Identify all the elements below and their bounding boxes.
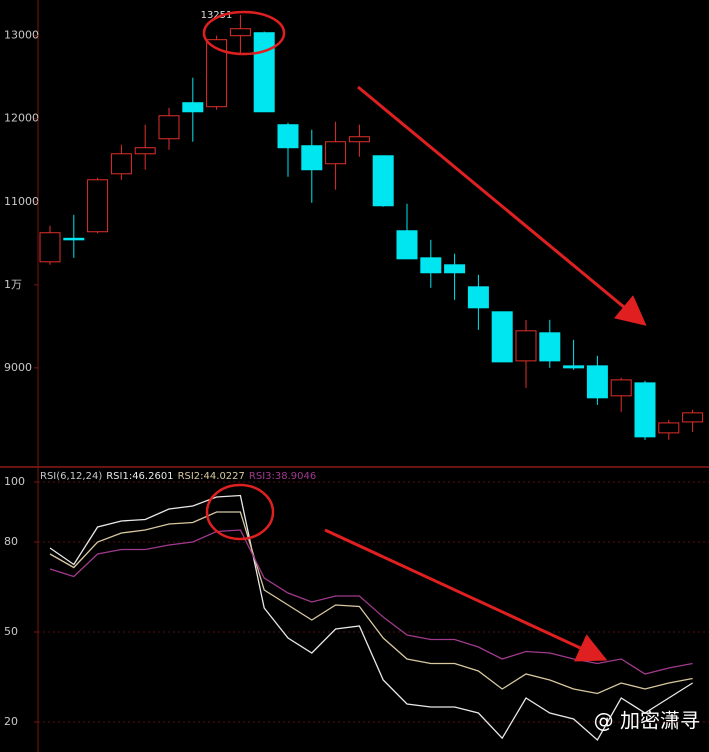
candle-body	[301, 145, 323, 171]
y-tick-label: 12000	[4, 112, 39, 125]
legend-entry: RSI2:44.0227	[178, 471, 245, 482]
y-tick-label: 13000	[4, 29, 39, 42]
candle-body	[420, 257, 442, 274]
candle-body	[253, 32, 275, 113]
legend: RSI(6,12,24) RSI1:46.2601 RSI2:44.0227 RSI3…	[40, 471, 316, 482]
candle-body	[63, 237, 85, 241]
candle-body	[610, 379, 632, 397]
y-tick-label: 11000	[4, 195, 39, 208]
rsi-line	[49, 511, 693, 695]
y-tick-label: 100	[4, 475, 25, 488]
candle-body	[634, 382, 656, 438]
candle-body	[182, 102, 204, 113]
rsi-line	[49, 494, 693, 742]
candle-body	[539, 332, 561, 362]
candle-body	[348, 136, 370, 143]
highlight-circle	[202, 10, 286, 56]
candle-body	[158, 115, 180, 140]
candle-body	[229, 28, 251, 37]
watermark: @ 加密潇寻	[594, 709, 700, 733]
candle-body	[491, 311, 513, 363]
legend-entry: RSI1:46.2601	[106, 471, 173, 482]
candle-body	[396, 230, 418, 260]
high-label: 13251	[201, 10, 233, 21]
y-tick-label: 50	[4, 625, 18, 638]
candle-body	[110, 153, 132, 175]
candle-body	[586, 365, 608, 399]
candle-body	[134, 147, 156, 155]
candle-body	[325, 141, 347, 165]
candle-body	[87, 179, 109, 233]
candle-body	[39, 232, 61, 263]
candle-body	[658, 422, 680, 434]
candle-body	[206, 39, 228, 108]
indicator-title: RSI(6,12,24)	[40, 471, 102, 482]
candle-body	[515, 330, 537, 362]
y-tick-label: 80	[4, 535, 18, 548]
candle-body	[467, 286, 489, 309]
candle-body	[563, 365, 585, 369]
candle-body	[372, 155, 394, 207]
plot: 9000 1万 11000 12000 13000 13251 20 50 80 100 RSI(6…	[4, 10, 709, 742]
y-tick-label: 20	[4, 715, 18, 728]
legend-entry: RSI3:38.9046	[249, 471, 316, 482]
candle-body	[682, 412, 704, 423]
trend-arrow	[324, 528, 608, 662]
highlight-circle	[205, 483, 275, 541]
candle-body	[444, 264, 466, 274]
y-tick-label: 9000	[4, 361, 32, 374]
candle-body	[277, 124, 299, 149]
trend-arrow	[357, 85, 647, 326]
y-tick-label: 1万	[4, 278, 22, 291]
